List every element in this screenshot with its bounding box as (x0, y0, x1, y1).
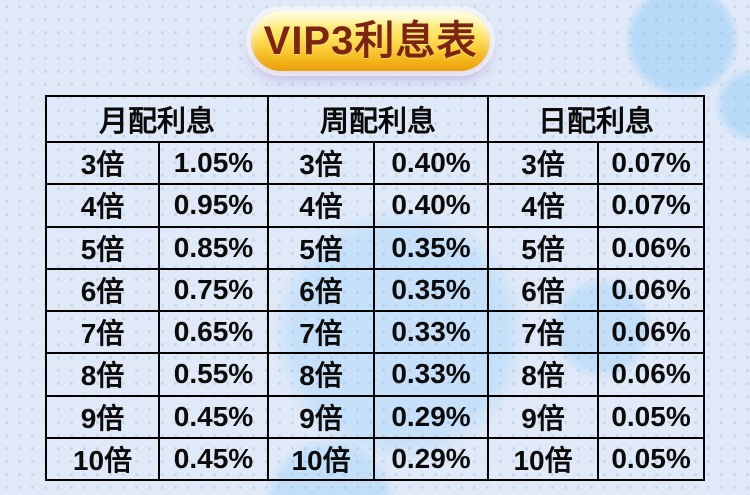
multiplier-cell: 3倍 (267, 140, 376, 186)
multiplier-cell: 7倍 (45, 309, 160, 355)
rate-cell: 0.06% (597, 225, 706, 270)
rate-cell: 0.07% (597, 183, 706, 228)
multiplier-cell: 4倍 (487, 183, 600, 228)
multiplier-cell: 9倍 (487, 394, 600, 439)
rate-cell: 0.33% (373, 352, 490, 397)
table-row: 5倍 0.85% 5倍 0.35% 5倍 0.06% (45, 225, 706, 270)
rate-cell: 0.33% (373, 309, 490, 355)
multiplier-cell: 5倍 (267, 225, 376, 270)
rate-cell: 0.06% (597, 309, 706, 355)
rate-cell: 0.35% (373, 225, 490, 270)
page-title: VIP3利息表 (263, 19, 478, 63)
rate-cell: 0.65% (157, 309, 270, 355)
multiplier-cell: 7倍 (267, 309, 376, 355)
rate-cell: 0.35% (373, 267, 490, 313)
rate-cell: 1.05% (157, 140, 270, 186)
rate-cell: 0.95% (157, 183, 270, 228)
multiplier-cell: 5倍 (45, 225, 160, 270)
multiplier-cell: 9倍 (267, 394, 376, 439)
rate-cell: 0.45% (157, 394, 270, 439)
rate-cell: 0.07% (597, 140, 706, 186)
multiplier-cell: 5倍 (487, 225, 600, 270)
rate-cell: 0.06% (597, 267, 706, 313)
table-header-row: 月配利息 周配利息 日配利息 (44, 95, 706, 143)
rate-cell: 0.40% (373, 140, 490, 186)
multiplier-cell: 8倍 (45, 352, 160, 397)
multiplier-cell: 10倍 (487, 436, 600, 482)
table-row: 4倍 0.95% 4倍 0.40% 4倍 0.07% (45, 183, 706, 228)
interest-rate-table: 月配利息 周配利息 日配利息 3倍 1.05% 3倍 0.40% 3倍 0.07… (44, 95, 706, 482)
column-header-weekly: 周配利息 (267, 95, 490, 143)
multiplier-cell: 8倍 (487, 352, 600, 397)
multiplier-cell: 10倍 (267, 436, 376, 482)
rate-cell: 0.45% (157, 436, 270, 482)
rate-cell: 0.40% (373, 183, 490, 228)
multiplier-cell: 9倍 (45, 394, 160, 439)
rate-cell: 0.05% (597, 436, 706, 482)
rate-cell: 0.06% (597, 352, 706, 397)
rate-cell: 0.05% (597, 394, 706, 439)
multiplier-cell: 3倍 (487, 140, 600, 186)
multiplier-cell: 4倍 (267, 183, 376, 228)
column-header-monthly: 月配利息 (44, 95, 270, 143)
table-row: 6倍 0.75% 6倍 0.35% 6倍 0.06% (45, 267, 706, 313)
rate-cell: 0.75% (157, 267, 270, 313)
rate-cell: 0.55% (157, 352, 270, 397)
table-row: 10倍 0.45% 10倍 0.29% 10倍 0.05% (45, 436, 706, 482)
rate-cell: 0.29% (373, 394, 490, 439)
multiplier-cell: 3倍 (45, 140, 160, 186)
table-row: 9倍 0.45% 9倍 0.29% 9倍 0.05% (45, 394, 706, 439)
rate-cell: 0.29% (373, 436, 490, 482)
table-row: 7倍 0.65% 7倍 0.33% 7倍 0.06% (45, 309, 706, 355)
table-row: 3倍 1.05% 3倍 0.40% 3倍 0.07% (45, 140, 706, 186)
multiplier-cell: 6倍 (45, 267, 160, 313)
multiplier-cell: 6倍 (487, 267, 600, 313)
rate-cell: 0.85% (157, 225, 270, 270)
multiplier-cell: 6倍 (267, 267, 376, 313)
table-row: 8倍 0.55% 8倍 0.33% 8倍 0.06% (45, 352, 706, 397)
multiplier-cell: 10倍 (45, 436, 160, 482)
column-header-daily: 日配利息 (487, 95, 706, 143)
title-badge: VIP3利息表 (251, 11, 490, 71)
multiplier-cell: 8倍 (267, 352, 376, 397)
multiplier-cell: 7倍 (487, 309, 600, 355)
multiplier-cell: 4倍 (45, 183, 160, 228)
